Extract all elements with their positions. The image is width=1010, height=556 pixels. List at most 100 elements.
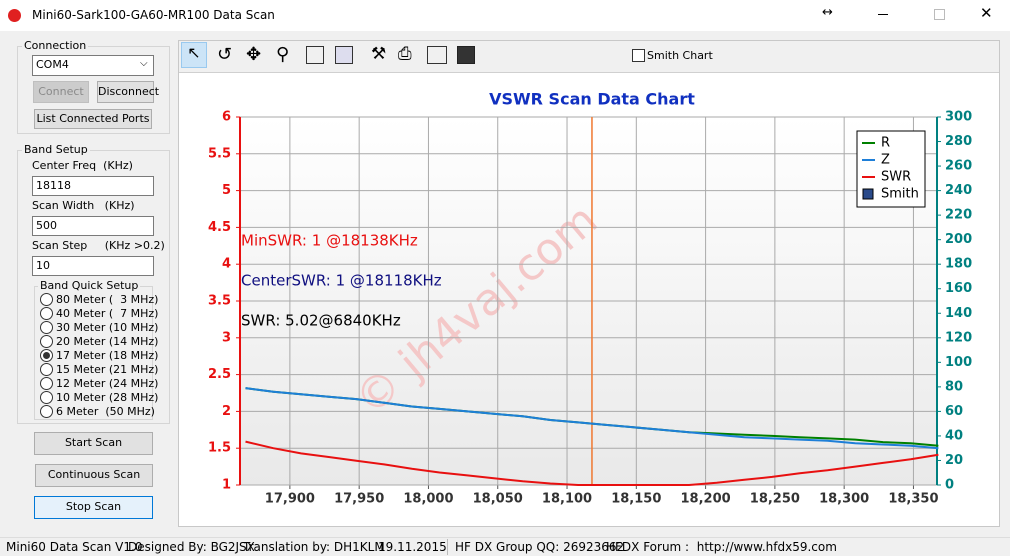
status-text: Mini60 Data Scan V1.0 bbox=[6, 540, 143, 554]
y-tick-label: 4.5 bbox=[208, 220, 231, 235]
y2-tick-label: 260 bbox=[945, 159, 972, 174]
x-tick-label: 18,300 bbox=[819, 492, 869, 507]
band-radio[interactable]: 17 Meter (18 MHz) bbox=[40, 349, 158, 362]
x-tick-label: 18,100 bbox=[542, 492, 592, 507]
disconnect-button[interactable]: Disconnect bbox=[97, 81, 159, 103]
y-tick-label: 1.5 bbox=[208, 441, 231, 456]
status-text: Designed By: BG2JSX bbox=[128, 540, 255, 554]
status-text: HF DX Group QQ: 26923662 bbox=[455, 540, 625, 554]
continuous-button[interactable]: Continuous Scan bbox=[35, 464, 153, 487]
y2-tick-label: 80 bbox=[945, 379, 963, 394]
y-tick-label: 5.5 bbox=[208, 146, 231, 161]
smith-checkbox[interactable] bbox=[632, 49, 645, 62]
print-tool[interactable]: ⎙ bbox=[398, 44, 412, 64]
y-tick-label: 2.5 bbox=[208, 367, 231, 382]
y2-tick-label: 160 bbox=[945, 281, 972, 296]
window-title: Mini60-Sark100-GA60-MR100 Data Scan bbox=[32, 8, 275, 22]
chart-title: VSWR Scan Data Chart bbox=[489, 90, 695, 109]
band-radio[interactable]: 10 Meter (28 MHz) bbox=[40, 391, 158, 404]
group-label: Connection bbox=[22, 39, 89, 52]
band-setup-group bbox=[17, 150, 170, 424]
settings-tool[interactable]: ⚒ bbox=[371, 44, 387, 64]
field-label: Center Freq (KHz) bbox=[32, 159, 133, 172]
title-bar bbox=[0, 0, 1010, 31]
scan-width-input[interactable]: 500 bbox=[32, 216, 154, 236]
band-radio[interactable]: 15 Meter (21 MHz) bbox=[40, 363, 158, 376]
export-tool[interactable] bbox=[306, 46, 324, 64]
y2-tick-label: 0 bbox=[945, 478, 954, 493]
group-label: Band Quick Setup bbox=[38, 279, 141, 292]
x-tick-label: 18,050 bbox=[473, 492, 523, 507]
legend-label: Smith bbox=[881, 187, 919, 202]
annotation: MinSWR: 1 @18138KHz bbox=[241, 232, 418, 250]
y2-tick-label: 60 bbox=[945, 404, 963, 419]
legend-label: Z bbox=[881, 153, 890, 168]
annotation: SWR: 5.02@6840KHz bbox=[241, 312, 401, 330]
zoom-tool[interactable]: ⚲ bbox=[276, 44, 290, 65]
status-bar bbox=[0, 537, 1010, 556]
y-tick-label: 1 bbox=[222, 478, 231, 493]
y2-tick-label: 100 bbox=[945, 355, 972, 370]
x-tick-label: 18,200 bbox=[681, 492, 731, 507]
y-tick-label: 3.5 bbox=[208, 294, 231, 309]
y2-tick-label: 140 bbox=[945, 306, 972, 321]
list-ports-button[interactable]: List Connected Ports bbox=[34, 109, 152, 129]
group-label: Band Setup bbox=[22, 143, 90, 156]
status-separator bbox=[447, 539, 448, 555]
undo-tool[interactable]: ↺ bbox=[217, 44, 233, 65]
y-tick-label: 2 bbox=[222, 404, 231, 419]
close[interactable]: ✕ bbox=[980, 4, 993, 22]
port-select[interactable]: COM4 bbox=[32, 55, 154, 76]
series-line bbox=[245, 387, 939, 450]
status-text: HFDX Forum : http://www.hfdx59.com bbox=[606, 540, 837, 554]
pointer-tool[interactable]: ↖ bbox=[181, 42, 207, 68]
legend-label: SWR bbox=[881, 170, 911, 185]
band-radio[interactable]: 30 Meter (10 MHz) bbox=[40, 321, 158, 334]
x-tick-label: 18,150 bbox=[611, 492, 661, 507]
y-tick-label: 4 bbox=[222, 257, 231, 272]
start-button[interactable]: Start Scan bbox=[34, 432, 153, 455]
minimize[interactable] bbox=[878, 14, 888, 15]
center-freq-input[interactable]: 18118 bbox=[32, 176, 154, 196]
x-tick-label: 17,950 bbox=[334, 492, 384, 507]
scan-step-input[interactable]: 10 bbox=[32, 256, 154, 276]
band-radio[interactable]: 12 Meter (24 MHz) bbox=[40, 377, 158, 390]
pan-tool[interactable]: ✥ bbox=[246, 44, 262, 65]
save-tool[interactable] bbox=[457, 46, 475, 64]
status-text: 19.11.2015 bbox=[378, 540, 447, 554]
legend-label: R bbox=[881, 136, 890, 151]
band-radio[interactable]: 20 Meter (14 MHz) bbox=[40, 335, 158, 348]
y2-tick-label: 200 bbox=[945, 232, 972, 247]
status-text: Translation by: DH1KLM bbox=[243, 540, 385, 554]
field-label: Scan Step (KHz >0.2) bbox=[32, 239, 165, 252]
connection-group bbox=[17, 46, 170, 134]
preview-tool[interactable] bbox=[427, 46, 447, 64]
dropdown-arrow[interactable]: ⌵ bbox=[140, 58, 148, 69]
y2-tick-label: 40 bbox=[945, 428, 963, 443]
field-label: Scan Width (KHz) bbox=[32, 199, 135, 212]
band-radio[interactable]: 6 Meter (50 MHz) bbox=[40, 405, 155, 418]
y2-tick-label: 240 bbox=[945, 183, 972, 198]
checkbox-label[interactable]: Smith Chart bbox=[647, 49, 713, 62]
resize-icon[interactable]: ↔ bbox=[822, 5, 833, 20]
y2-tick-label: 20 bbox=[945, 453, 963, 468]
x-tick-label: 18,000 bbox=[403, 492, 453, 507]
y-tick-label: 6 bbox=[222, 110, 231, 125]
y-tick-label: 5 bbox=[222, 183, 231, 198]
legend-swatch bbox=[862, 188, 874, 200]
stop-button[interactable]: Stop Scan bbox=[34, 496, 153, 519]
y2-tick-label: 120 bbox=[945, 330, 972, 345]
y2-tick-label: 180 bbox=[945, 257, 972, 272]
data-tool[interactable] bbox=[335, 46, 353, 64]
connect-button: Connect bbox=[33, 81, 89, 103]
x-tick-label: 18,350 bbox=[888, 492, 938, 507]
band-radio[interactable]: 40 Meter ( 7 MHz) bbox=[40, 307, 158, 320]
band-radio[interactable]: 80 Meter ( 3 MHz) bbox=[40, 293, 158, 306]
maximize[interactable] bbox=[934, 9, 945, 20]
app-icon bbox=[8, 9, 21, 22]
y2-tick-label: 300 bbox=[945, 110, 972, 125]
x-tick-label: 17,900 bbox=[265, 492, 315, 507]
series-line bbox=[245, 440, 939, 486]
